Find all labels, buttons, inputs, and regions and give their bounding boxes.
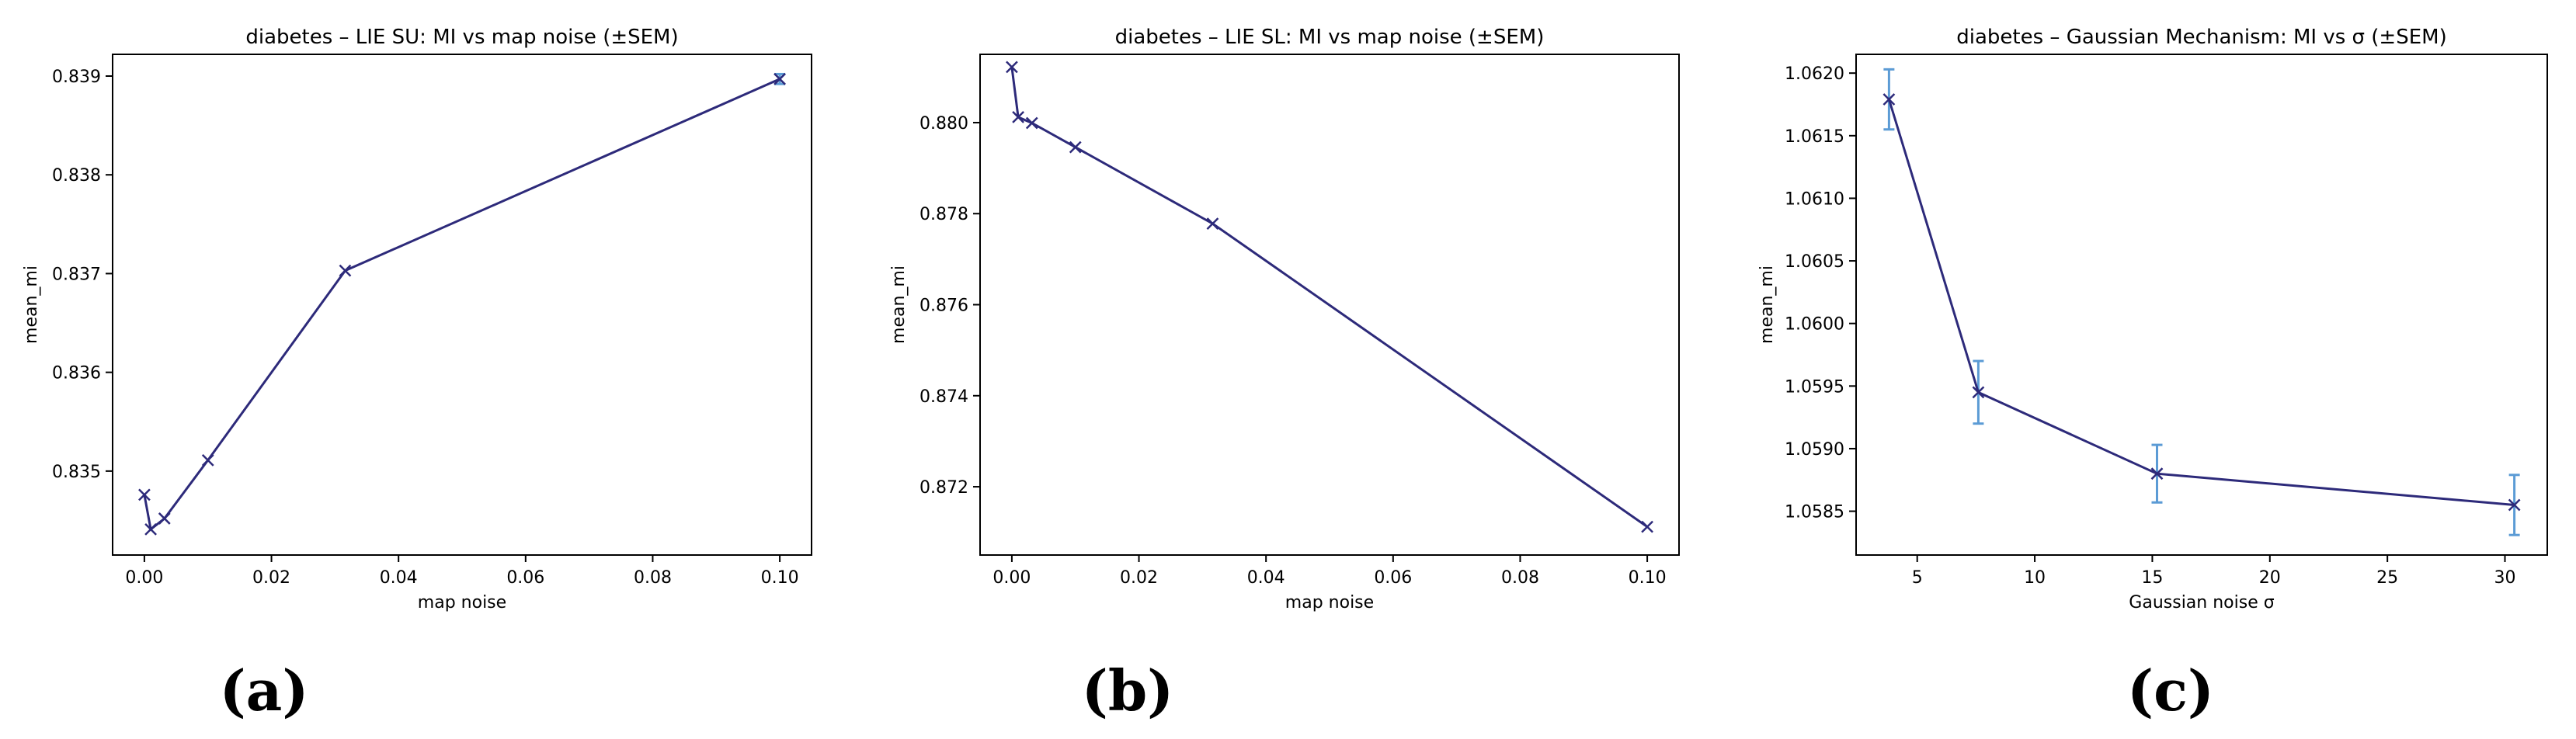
data-point-marker: [339, 264, 352, 277]
data-point-marker: [1069, 141, 1082, 154]
marker-stroke: [773, 72, 786, 85]
chart-panel-a: diabetes – LIE SU: MI vs map noise (±SEM…: [22, 26, 812, 723]
marker-stroke: [1972, 386, 1985, 399]
x-tick-label: 0.10: [1629, 568, 1667, 588]
x-tick-label: 5: [1912, 568, 1923, 588]
data-point-marker: [201, 453, 214, 467]
marker-stroke: [1882, 93, 1896, 106]
marker-stroke: [144, 523, 157, 536]
x-axis-label: map noise: [1285, 593, 1374, 612]
chart-title: diabetes – LIE SU: MI vs map noise (±SEM…: [245, 26, 678, 49]
y-tick-label: 1.0605: [1785, 252, 1844, 272]
y-tick-label: 0.838: [52, 166, 101, 186]
series-line: [143, 78, 780, 532]
y-tick-label: 1.0595: [1785, 377, 1844, 397]
y-tick-label: 0.878: [920, 205, 968, 224]
data-point-marker: [1025, 116, 1038, 130]
y-axis-label: mean_mi: [22, 265, 41, 344]
x-tick-label: 0.08: [634, 568, 672, 588]
x-tick-label: 0.06: [506, 568, 544, 588]
x-tick-label: 0.04: [380, 568, 418, 588]
data-point-marker: [2150, 467, 2164, 481]
x-tick-label: 0.00: [993, 568, 1031, 588]
x-tick-label: 20: [2259, 568, 2281, 588]
marker-stroke: [1641, 520, 1653, 533]
y-tick-label: 1.0620: [1785, 64, 1844, 84]
chart-title: diabetes – Gaussian Mechanism: MI vs σ (…: [1956, 26, 2446, 49]
chart-panel-b: diabetes – LIE SL: MI vs map noise (±SEM…: [889, 26, 1680, 723]
marker-stroke: [1006, 61, 1018, 74]
y-tick-label: 0.872: [920, 478, 968, 498]
x-tick-label: 15: [2141, 568, 2163, 588]
y-tick-label: 0.839: [52, 68, 101, 87]
chart-title: diabetes – LIE SL: MI vs map noise (±SEM…: [1115, 26, 1545, 49]
y-tick-label: 1.0585: [1785, 503, 1844, 522]
data-point-marker: [1012, 111, 1024, 123]
marker-stroke: [138, 488, 151, 501]
data-point-marker: [138, 488, 151, 501]
plot-frame: [112, 54, 812, 556]
marker-stroke: [2150, 467, 2164, 481]
data-point-marker: [1641, 520, 1653, 533]
x-tick-label: 10: [2024, 568, 2046, 588]
x-tick-label: 25: [2376, 568, 2398, 588]
x-tick-label: 0.00: [125, 568, 163, 588]
panel-label: (a): [220, 657, 309, 723]
x-tick-label: 0.10: [761, 568, 799, 588]
panel-label: (c): [2127, 657, 2214, 723]
y-tick-label: 0.874: [920, 387, 968, 407]
x-axis-label: map noise: [418, 593, 506, 612]
y-tick-label: 0.876: [920, 297, 968, 316]
x-tick-label: 0.02: [252, 568, 290, 588]
y-tick-label: 1.0600: [1785, 315, 1844, 335]
marker-stroke: [158, 512, 171, 525]
y-tick-label: 1.0615: [1785, 127, 1844, 147]
y-tick-label: 0.837: [52, 265, 101, 284]
data-point-marker: [158, 512, 171, 525]
data-point-marker: [1206, 217, 1219, 231]
marker-stroke: [1025, 116, 1038, 130]
y-axis-label: mean_mi: [889, 265, 909, 344]
marker-stroke: [1069, 141, 1082, 154]
data-point-marker: [2508, 498, 2521, 512]
data-point-marker: [144, 523, 157, 536]
marker-stroke: [201, 453, 214, 467]
marker-stroke: [2508, 498, 2521, 512]
data-point-marker: [1972, 386, 1985, 399]
marker-stroke: [339, 264, 352, 277]
series-line: [1010, 67, 1648, 528]
y-tick-label: 1.0590: [1785, 440, 1844, 460]
x-tick-label: 0.02: [1120, 568, 1158, 588]
chart-panel-c: diabetes – Gaussian Mechanism: MI vs σ (…: [1757, 26, 2548, 723]
plot-frame: [1855, 54, 2548, 556]
data-point-marker: [773, 72, 786, 85]
y-tick-label: 0.880: [920, 114, 968, 134]
x-tick-label: 0.06: [1374, 568, 1412, 588]
x-tick-label: 0.08: [1501, 568, 1539, 588]
y-axis-label: mean_mi: [1757, 265, 1777, 344]
series-line: [1887, 99, 2515, 506]
x-tick-label: 0.04: [1247, 568, 1285, 588]
panel-label: (b): [1082, 657, 1173, 723]
x-axis-label: Gaussian noise σ: [2129, 593, 2274, 612]
y-tick-label: 0.835: [52, 463, 101, 482]
data-point-marker: [1882, 93, 1896, 106]
y-tick-label: 0.836: [52, 364, 101, 383]
marker-stroke: [1012, 111, 1024, 123]
x-tick-label: 30: [2494, 568, 2516, 588]
data-point-marker: [1006, 61, 1018, 74]
y-tick-label: 1.0610: [1785, 189, 1844, 209]
marker-stroke: [1206, 217, 1219, 231]
